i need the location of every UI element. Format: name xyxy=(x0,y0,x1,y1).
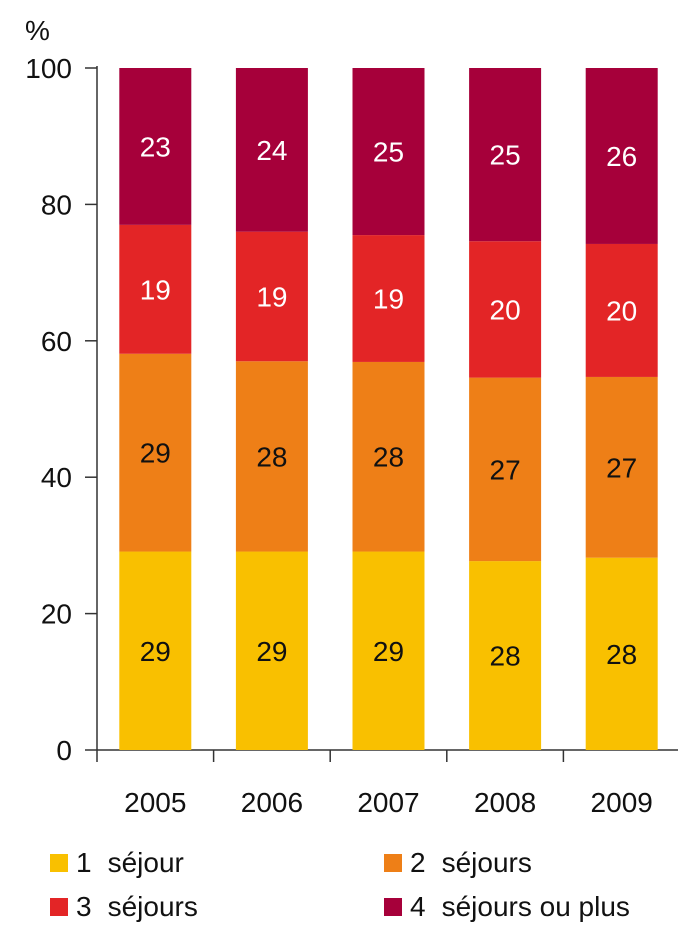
x-tick-label: 2007 xyxy=(357,787,419,818)
x-tick-label: 2008 xyxy=(474,787,536,818)
y-tick-label: 0 xyxy=(56,735,72,766)
legend-swatch-3 xyxy=(50,898,68,916)
legend-number-4: 4 xyxy=(410,891,426,922)
bar-segment xyxy=(352,68,425,236)
bar-data-label: 28 xyxy=(606,639,637,670)
bar-segment xyxy=(235,361,308,552)
bar-data-label: 23 xyxy=(140,131,171,162)
stacked-bar-chart: % 29 29 19 23 29 28 19 24 29 28 19 25 28 27 20 25 28 27 20… xyxy=(25,15,678,818)
bar-data-label: 29 xyxy=(373,636,404,667)
x-tick-label: 2005 xyxy=(124,787,186,818)
bar-segment xyxy=(119,551,192,750)
bar-data-label: 29 xyxy=(256,636,287,667)
bar-segment xyxy=(585,376,658,558)
bar-segment xyxy=(469,377,542,562)
legend-item-4: 4 séjours ou plus xyxy=(384,891,630,922)
bar-data-label: 19 xyxy=(140,274,171,305)
x-tick-label: 2006 xyxy=(241,787,303,818)
y-tick-label: 60 xyxy=(41,326,72,357)
y-axis-unit-label: % xyxy=(25,15,50,46)
y-tick-label: 80 xyxy=(41,189,72,220)
legend-label-4: séjours ou plus xyxy=(441,891,630,922)
bar-segment xyxy=(352,235,425,362)
bars-group xyxy=(119,68,658,750)
legend-item-1: 1 séjour xyxy=(50,847,184,878)
legend-label-2: séjours xyxy=(441,847,532,878)
bar-data-label: 19 xyxy=(373,284,404,315)
bar-data-labels: 29 29 19 23 29 28 19 24 29 28 19 25 28 27 20 25 28 27 20 26 xyxy=(140,131,638,671)
bar-segment xyxy=(352,361,425,552)
bar-data-label: 20 xyxy=(490,294,521,325)
legend-number-2: 2 xyxy=(410,847,426,878)
bar-data-label: 19 xyxy=(256,281,287,312)
legend-label-1: séjour xyxy=(107,847,184,878)
bar-data-label: 29 xyxy=(140,438,171,469)
bar-data-label: 26 xyxy=(606,141,637,172)
bar-segment xyxy=(119,353,192,552)
bar-segment xyxy=(585,68,658,244)
legend-swatch-1 xyxy=(50,854,68,872)
legend-number-1: 1 xyxy=(76,847,92,878)
bar-segment xyxy=(469,241,542,378)
y-tick-label: 40 xyxy=(41,462,72,493)
bar-segment xyxy=(235,231,308,362)
y-tick-label: 100 xyxy=(25,53,72,84)
bar-data-label: 25 xyxy=(373,137,404,168)
bar-segment xyxy=(585,243,658,377)
bar-segment xyxy=(469,68,542,242)
bar-segment xyxy=(119,68,192,225)
y-tick-labels: 0 20 40 60 80 100 xyxy=(25,53,72,766)
legend-number-3: 3 xyxy=(76,891,92,922)
bar-data-label: 28 xyxy=(256,441,287,472)
legend-swatch-2 xyxy=(384,854,402,872)
bar-segment xyxy=(235,68,308,232)
legend-item-3: 3 séjours xyxy=(50,891,198,922)
legend-label-3: séjours xyxy=(107,891,198,922)
bar-segment xyxy=(585,557,658,750)
legend-swatch-4 xyxy=(384,898,402,916)
bar-segment xyxy=(235,551,308,750)
bar-data-label: 29 xyxy=(140,636,171,667)
bar-data-label: 28 xyxy=(490,641,521,672)
bar-data-label: 25 xyxy=(490,140,521,171)
legend: 1 séjour 2 séjours 3 séjours 4 séjours o… xyxy=(0,840,679,927)
bar-segment xyxy=(119,224,192,354)
x-tick-labels: 2005 2006 2007 2008 2009 xyxy=(124,787,653,818)
bar-data-label: 28 xyxy=(373,442,404,473)
legend-item-2: 2 séjours xyxy=(384,847,532,878)
bar-data-label: 20 xyxy=(606,295,637,326)
bar-segment xyxy=(352,551,425,750)
y-tick-label: 20 xyxy=(41,599,72,630)
x-tick-label: 2009 xyxy=(591,787,653,818)
bar-data-label: 27 xyxy=(606,452,637,483)
bar-data-label: 27 xyxy=(490,454,521,485)
bar-segment xyxy=(469,561,542,750)
bar-data-label: 24 xyxy=(256,135,287,166)
